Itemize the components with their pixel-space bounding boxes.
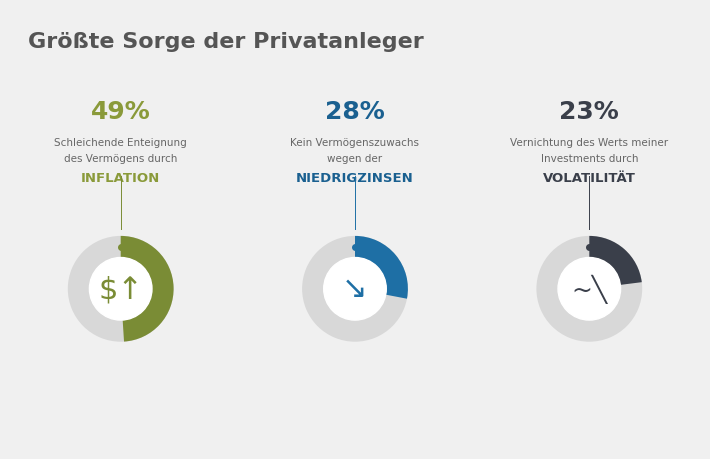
Circle shape xyxy=(89,258,152,320)
Wedge shape xyxy=(121,236,174,342)
Wedge shape xyxy=(536,236,643,342)
Text: 28%: 28% xyxy=(325,100,385,124)
Text: wegen der: wegen der xyxy=(327,154,383,164)
Text: 23%: 23% xyxy=(559,100,619,124)
Text: ↘: ↘ xyxy=(342,274,368,304)
Text: des Vermögens durch: des Vermögens durch xyxy=(64,154,178,164)
Wedge shape xyxy=(589,236,642,285)
Circle shape xyxy=(324,258,386,320)
Wedge shape xyxy=(355,236,408,299)
Wedge shape xyxy=(302,236,408,342)
Wedge shape xyxy=(67,236,174,342)
Text: VOLATILITÄT: VOLATILITÄT xyxy=(543,172,635,185)
Text: ~╲: ~╲ xyxy=(572,274,607,304)
Circle shape xyxy=(558,258,621,320)
Text: INFLATION: INFLATION xyxy=(81,172,160,185)
Text: 49%: 49% xyxy=(91,100,151,124)
Text: $↑: $↑ xyxy=(98,274,143,304)
Text: Investments durch: Investments durch xyxy=(540,154,638,164)
Text: Schleichende Enteignung: Schleichende Enteignung xyxy=(55,138,187,148)
Text: Größte Sorge der Privatanleger: Größte Sorge der Privatanleger xyxy=(28,32,424,52)
Text: Kein Vermögenszuwachs: Kein Vermögenszuwachs xyxy=(290,138,420,148)
Text: NIEDRIGZINSEN: NIEDRIGZINSEN xyxy=(296,172,414,185)
Text: Vernichtung des Werts meiner: Vernichtung des Werts meiner xyxy=(510,138,668,148)
